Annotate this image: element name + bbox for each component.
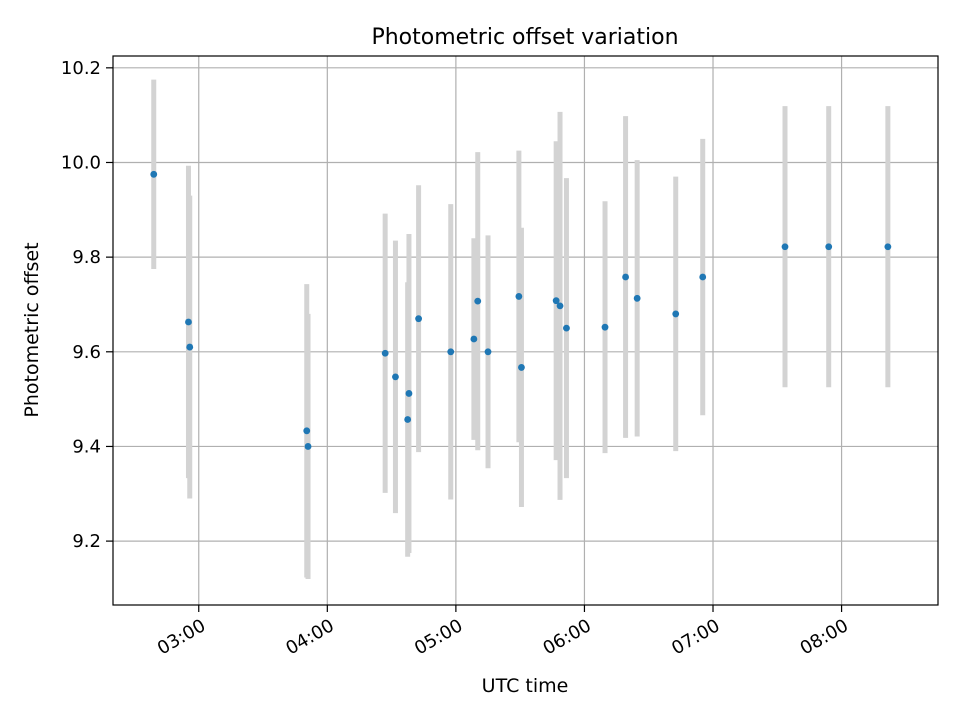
y-tick-label: 9.4 (72, 436, 101, 457)
data-point (825, 243, 833, 251)
data-point (884, 243, 892, 251)
chart-title: Photometric offset variation (371, 25, 678, 50)
y-tick-label: 9.2 (72, 531, 101, 552)
data-point (556, 302, 564, 310)
data-point (781, 243, 789, 251)
data-point (515, 293, 523, 300)
x-axis-label: UTC time (482, 675, 569, 697)
data-point (186, 343, 194, 351)
data-point (484, 348, 492, 356)
y-axis-ticks: 9.2 9.4 9.6 9.8 10.0 10.2 (61, 58, 113, 552)
y-tick-label: 10.0 (61, 152, 101, 173)
data-point (552, 297, 560, 305)
data-point (447, 348, 455, 356)
data-point (185, 318, 192, 326)
y-tick-label: 10.2 (61, 58, 101, 79)
data-point (392, 373, 399, 381)
data-point (633, 294, 641, 302)
y-tick-label: 9.8 (72, 247, 101, 268)
data-point (304, 443, 312, 450)
data-point (672, 310, 680, 318)
data-point (474, 297, 482, 305)
grid-lines (113, 56, 938, 605)
data-point (470, 335, 478, 343)
data-point (404, 416, 412, 423)
data-points (150, 170, 892, 450)
data-point (415, 315, 422, 323)
data-point (622, 273, 629, 281)
plot-area-frame (112, 55, 939, 606)
data-point (601, 323, 609, 331)
y-axis-label: Photometric offset (21, 242, 43, 417)
data-point (405, 390, 413, 397)
data-point (518, 364, 525, 371)
data-point (563, 324, 570, 332)
y-tick-label: 9.6 (72, 342, 101, 363)
data-point (381, 349, 389, 357)
data-point (303, 427, 311, 435)
data-point (699, 273, 707, 281)
data-point (150, 170, 158, 178)
